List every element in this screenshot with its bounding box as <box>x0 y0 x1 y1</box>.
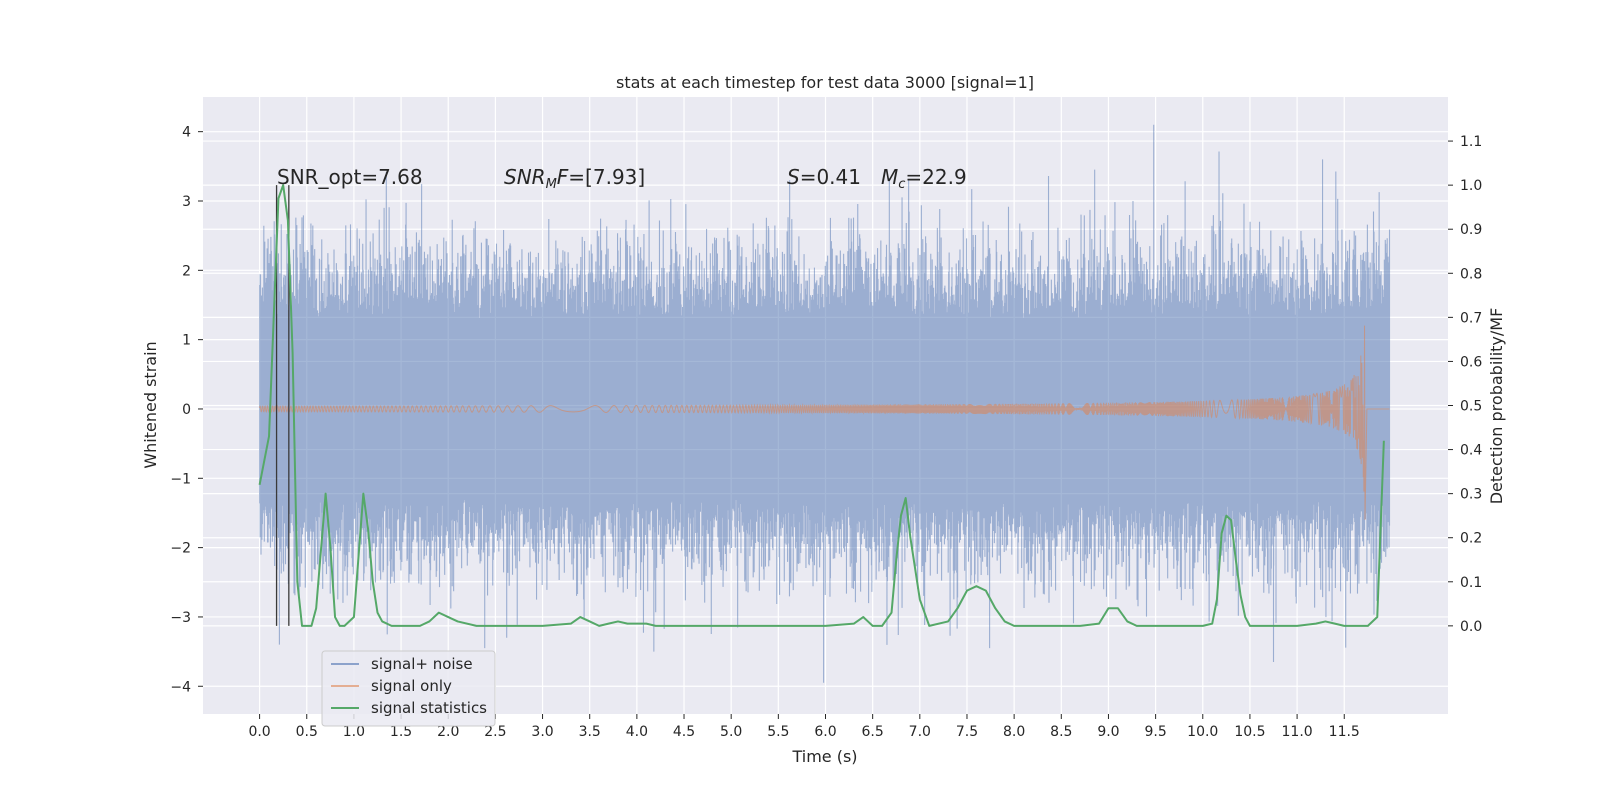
y-tick-label: −1 <box>170 471 191 487</box>
x-tick-label: 4.5 <box>673 724 695 740</box>
legend-label-signal: signal only <box>371 677 452 695</box>
x-tick-label: 6.0 <box>814 724 836 740</box>
x-tick-label: 0.5 <box>296 724 318 740</box>
x-tick-label: 10.5 <box>1234 724 1265 740</box>
x-tick-label: 3.0 <box>531 724 553 740</box>
x-tick-label: 7.0 <box>909 724 931 740</box>
x-tick-label: 6.5 <box>862 724 884 740</box>
x-tick-label: 2.0 <box>437 724 459 740</box>
y-right-axis-label: Detection probability/MF <box>1487 308 1506 505</box>
x-axis-ticks: 0.0 0.5 1.0 1.5 2.0 2.5 3.0 3.5 4.0 4.5 5.0 5.5 6.0 6… <box>248 714 1360 740</box>
x-tick-label: 10.0 <box>1187 724 1218 740</box>
y-tick-label: 1 <box>182 333 191 349</box>
x-tick-label: 0.0 <box>248 724 270 740</box>
y-tick-label: −3 <box>170 610 191 626</box>
y-right-tick-label: 0.6 <box>1460 354 1482 370</box>
snr-mf-value: =[7.93] <box>568 165 645 189</box>
x-tick-label: 8.5 <box>1050 724 1072 740</box>
s-value: =0.41 <box>800 165 861 189</box>
y-tick-label: 2 <box>182 263 191 279</box>
x-tick-label: 7.5 <box>956 724 978 740</box>
x-tick-label: 5.5 <box>767 724 789 740</box>
signal-only-series <box>259 325 1390 520</box>
y-axis-ticks: −4 −3 −2 −1 0 1 2 3 4 <box>170 125 203 695</box>
y-right-tick-label: 0.8 <box>1460 266 1482 282</box>
legend-box <box>321 650 496 727</box>
signal-statistics-series <box>258 184 1385 627</box>
x-axis-label: Time (s) <box>791 747 857 766</box>
y-right-tick-label: 1.1 <box>1460 134 1482 150</box>
y-tick-label: 4 <box>182 125 191 141</box>
mc-symbol: M <box>881 165 898 189</box>
snr-mf-sub: M <box>546 177 557 192</box>
signal-statistics-line <box>258 184 1385 627</box>
x-tick-label: 3.5 <box>579 724 601 740</box>
y-tick-label: 0 <box>182 402 191 418</box>
s-symbol: S <box>787 165 800 189</box>
y-tick-label: 3 <box>182 194 191 210</box>
x-tick-label: 5.0 <box>720 724 742 740</box>
y-right-axis-ticks: 0.0 0.1 0.2 0.3 0.4 0.5 0.6 0.7 0.8 0.9 1.0 1.1 <box>1448 134 1482 635</box>
y-right-tick-label: 0.0 <box>1460 619 1482 635</box>
legend-label-noise: signal+ noise <box>371 655 473 673</box>
legend-label-stats: signal statistics <box>371 699 487 717</box>
y-right-tick-label: 1.0 <box>1460 178 1482 194</box>
snr-mf-f: F <box>557 165 569 189</box>
x-tick-label: 8.0 <box>1003 724 1025 740</box>
y-right-tick-label: 0.4 <box>1460 443 1482 459</box>
x-tick-label: 11.0 <box>1282 724 1313 740</box>
x-tick-label: 11.5 <box>1329 724 1360 740</box>
legend: signal+ noise signal only signal statist… <box>321 650 496 727</box>
x-tick-label: 1.0 <box>343 724 365 740</box>
x-tick-label: 9.0 <box>1097 724 1119 740</box>
chart-title: stats at each timestep for test data 300… <box>616 73 1034 92</box>
snr-mf-base: SNR <box>504 165 546 189</box>
snr-opt-annotation: SNR_opt=7.68 <box>277 165 423 189</box>
mc-sub: c <box>898 177 905 192</box>
x-tick-label: 4.0 <box>626 724 648 740</box>
y-right-tick-label: 0.5 <box>1460 399 1482 415</box>
x-tick-label: 9.5 <box>1144 724 1166 740</box>
s-annotation: S=0.41 <box>787 165 861 189</box>
signal-only-line <box>259 325 1390 520</box>
y-right-tick-label: 0.1 <box>1460 575 1482 591</box>
y-right-tick-label: 0.2 <box>1460 531 1482 547</box>
y-tick-label: −2 <box>170 541 191 557</box>
y-right-tick-label: 0.9 <box>1460 222 1482 238</box>
mc-annotation: Mc=22.9 <box>881 165 967 192</box>
snr-mf-annotation: SNRMF=[7.93] <box>504 165 645 192</box>
x-tick-label: 1.5 <box>390 724 412 740</box>
y-right-tick-label: 0.7 <box>1460 310 1482 326</box>
y-right-tick-label: 0.3 <box>1460 487 1482 503</box>
y-axis-label: Whitened strain <box>141 341 160 468</box>
mc-value: =22.9 <box>905 165 966 189</box>
y-tick-label: −4 <box>170 679 191 695</box>
x-tick-label: 2.5 <box>484 724 506 740</box>
